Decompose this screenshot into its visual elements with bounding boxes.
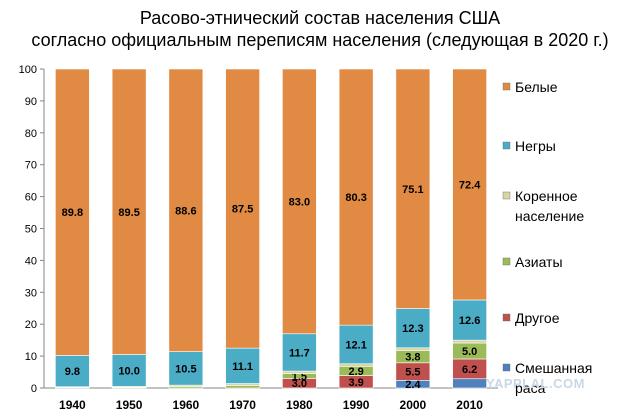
bar-segment: [282, 68, 317, 335]
bar-segment: [111, 354, 147, 387]
data-label: 75.1: [402, 184, 423, 196]
x-tick-label: 1990: [343, 398, 370, 412]
x-tick-label: 1970: [229, 398, 256, 412]
data-label: 10.0: [118, 365, 139, 377]
data-label: 3.9: [348, 377, 363, 389]
y-tick-label: 90: [25, 96, 37, 108]
x-tick-label: 1960: [173, 398, 200, 412]
bar-segment: [452, 68, 487, 301]
bar-segment: [338, 68, 374, 326]
data-label: 11.7: [289, 347, 310, 359]
data-label: 6.2: [462, 364, 477, 376]
bar-segment: [452, 339, 487, 344]
y-tick-label: 40: [25, 255, 37, 267]
x-tick-label: 2010: [456, 398, 483, 412]
bar-segment: [395, 68, 431, 309]
legend-label: раса: [515, 380, 546, 396]
bar-segment: [452, 299, 487, 341]
x-tick-label: 1980: [286, 398, 313, 412]
data-label: 1.5: [292, 371, 307, 383]
x-tick-label: 1940: [59, 398, 86, 412]
y-tick-label: 70: [25, 160, 37, 172]
y-tick-label: 10: [25, 351, 37, 363]
legend-swatch: [502, 191, 511, 200]
bar-segment: [395, 347, 431, 351]
y-tick-label: 20: [25, 319, 37, 331]
bar-segment: [338, 363, 374, 367]
data-label: 12.6: [459, 315, 480, 327]
chart-title-line-2: согласно официальным переписям населения…: [31, 30, 609, 50]
data-label: 89.5: [118, 207, 139, 219]
bar-segment: [338, 324, 374, 365]
bar-segment: [282, 333, 317, 372]
legend-swatch: [502, 363, 511, 372]
legend-label: Негры: [515, 138, 556, 154]
bar-segment: [282, 370, 317, 374]
bar-segment: [452, 378, 487, 389]
bar-segment: [111, 68, 147, 355]
legend-label: Смешанная: [515, 360, 592, 376]
legend-swatch: [502, 313, 511, 322]
bar-segment: [225, 68, 260, 349]
data-label: 88.6: [175, 205, 196, 217]
data-label: 87.5: [232, 204, 253, 216]
data-label: 2.9: [348, 366, 363, 378]
x-tick-label: 2000: [400, 398, 427, 412]
data-label: 2.4: [405, 379, 421, 391]
legend-label: население: [515, 208, 584, 224]
bar-segment: [168, 351, 204, 386]
legend-swatch: [502, 82, 511, 91]
data-label: 3.0: [292, 378, 307, 390]
y-tick-label: 80: [25, 128, 37, 140]
data-label: 80.3: [345, 192, 366, 204]
legend-label: Другое: [515, 310, 560, 326]
data-label: 5.0: [462, 346, 477, 358]
legend-label: Белые: [515, 79, 558, 95]
data-label: 89.8: [62, 207, 83, 219]
data-label: 9.8: [65, 366, 80, 378]
y-tick-label: 60: [25, 192, 37, 204]
legend-label: Коренное: [515, 188, 578, 204]
watermark: YAPPLAL.COM: [486, 376, 585, 391]
data-label: 11.1: [232, 361, 253, 373]
bar-segment: [225, 347, 260, 384]
chart-title-line-1: Расово-этнический состав населения США: [139, 8, 501, 28]
bar-segment: [225, 385, 260, 389]
y-tick-label: 0: [31, 383, 37, 395]
y-tick-label: 50: [25, 224, 37, 236]
bar-segment: [55, 355, 90, 388]
data-label: 12.3: [402, 323, 423, 335]
data-label: 5.5: [405, 367, 420, 379]
bar-segment: [168, 68, 204, 352]
bar-segment: [55, 68, 90, 356]
data-label: 3.8: [405, 352, 420, 364]
data-label: 10.5: [175, 363, 196, 375]
legend-label: Азиаты: [515, 254, 563, 270]
data-label: 12.1: [345, 339, 366, 351]
legend-swatch: [502, 257, 511, 266]
legend-swatch: [502, 141, 511, 150]
x-tick-label: 1950: [116, 398, 143, 412]
data-label: 83.0: [289, 196, 310, 208]
data-label: 72.4: [459, 179, 481, 191]
y-tick-label: 30: [25, 287, 37, 299]
y-tick-label: 100: [19, 64, 37, 76]
